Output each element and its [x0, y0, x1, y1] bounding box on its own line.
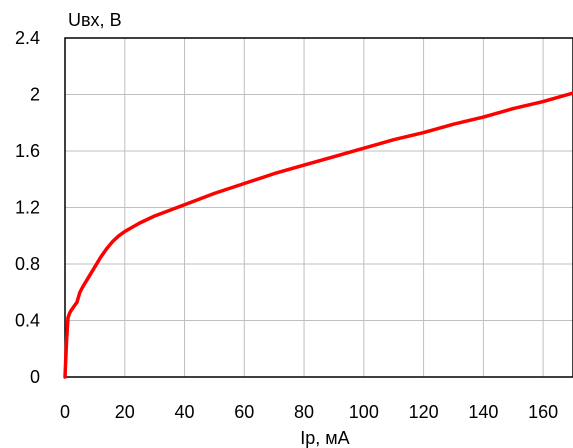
x-tick-label: 20 — [115, 402, 135, 422]
y-tick-label: 0 — [30, 367, 40, 387]
x-tick-label: 60 — [234, 402, 254, 422]
x-tick-label: 40 — [175, 402, 195, 422]
x-tick-labels: 0 20 40 60 80 100 120 140 160 — [60, 402, 558, 422]
series-layer — [63, 91, 573, 379]
x-tick-label: 160 — [528, 402, 558, 422]
x-tick-label: 140 — [468, 402, 498, 422]
x-tick-label: 120 — [409, 402, 439, 422]
y-tick-labels: 0 0.4 0.8 1.2 1.6 2 2.4 — [15, 28, 40, 387]
plot-frame — [64, 37, 573, 378]
x-tick-label: 100 — [349, 402, 379, 422]
y-axis-title: Uвх, В — [68, 10, 122, 30]
y-tick-label: 2.4 — [15, 28, 40, 48]
series-line-0 — [63, 91, 573, 379]
x-tick-label: 0 — [60, 402, 70, 422]
y-tick-label: 0.4 — [15, 311, 40, 331]
y-tick-label: 1.2 — [15, 198, 40, 218]
x-axis-title: Iр, мА — [300, 428, 349, 448]
y-tick-label: 2 — [30, 85, 40, 105]
y-tick-label: 0.8 — [15, 254, 40, 274]
grid — [64, 37, 573, 378]
y-tick-label: 1.6 — [15, 141, 40, 161]
x-tick-label: 80 — [294, 402, 314, 422]
